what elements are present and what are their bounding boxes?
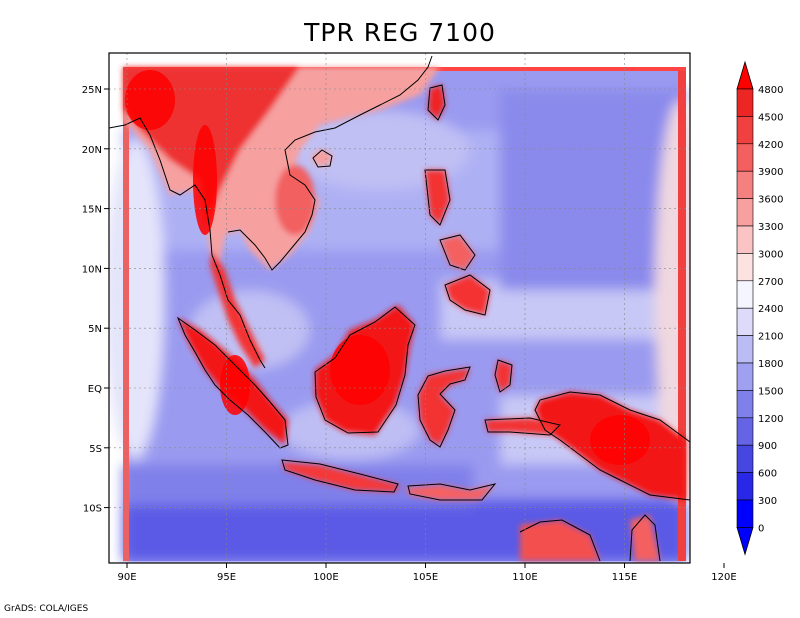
lat-tick-label: 10S [83, 504, 102, 515]
lon-tick-label: 95E [217, 572, 236, 583]
colorbar-swatch [736, 390, 754, 419]
colorbar-swatch [736, 116, 754, 145]
colorbar: 4800450042003900360033003000270024002100… [736, 60, 783, 556]
lat-tick-label: EQ [88, 384, 102, 395]
colorbar-swatch [736, 335, 754, 364]
colorbar-label: 600 [758, 469, 777, 480]
lat-tick-label: 5S [89, 444, 102, 455]
colorbar-swatch [736, 362, 754, 391]
colorbar-label: 1800 [758, 359, 783, 370]
colorbar-swatch [736, 143, 754, 172]
colorbar-label: 4800 [758, 85, 783, 96]
lat-tick-label: 5N [88, 324, 102, 335]
colorbar-label: 3300 [758, 222, 783, 233]
colorbar-label: 4500 [758, 112, 783, 123]
lon-tick-label: 100E [313, 572, 338, 583]
colorbar-swatch [736, 499, 754, 528]
grid-lines [109, 53, 690, 563]
lon-tick-label: 115E [612, 572, 637, 583]
colorbar-swatch [736, 253, 754, 282]
colorbar-label: 0 [758, 523, 764, 534]
lat-tick-label: 15N [82, 205, 102, 216]
lat-tick-label: 20N [82, 145, 102, 156]
field-layer [109, 53, 690, 563]
lon-tick-label: 105E [413, 572, 438, 583]
colorbar-label: 900 [758, 441, 777, 452]
colorbar-label: 4200 [758, 140, 783, 151]
colorbar-swatch [736, 198, 754, 227]
colorbar-label: 3600 [758, 195, 783, 206]
lat-tick-label: 25N [82, 85, 102, 96]
colorbar-label: 2100 [758, 332, 783, 343]
colorbar-swatch [736, 472, 754, 501]
colorbar-swatch [736, 307, 754, 336]
grads-credit: GrADS: COLA/IGES [4, 604, 89, 614]
colorbar-label: 2700 [758, 277, 783, 288]
coastlines [109, 55, 690, 562]
colorbar-swatch [736, 280, 754, 309]
map-title: TPR REG 7100 [304, 18, 496, 47]
colorbar-label: 1200 [758, 414, 783, 425]
colorbar-label: 3000 [758, 249, 783, 260]
colorbar-label: 3900 [758, 167, 783, 178]
latitude-ticks: 25N 20N 15N 10N 5N EQ 5S 10S [82, 85, 109, 515]
colorbar-swatch [736, 444, 754, 473]
colorbar-swatch [736, 417, 754, 446]
lon-tick-label: 120E [711, 572, 736, 583]
colorbar-label: 2400 [758, 304, 783, 315]
map-frame [108, 52, 691, 564]
colorbar-swatch [736, 170, 754, 199]
longitude-ticks: 90E95E100E105E110E115E120E125E130E135E14… [117, 563, 737, 583]
lat-tick-label: 10N [82, 264, 102, 275]
colorbar-swatch [736, 225, 754, 254]
lon-tick-label: 110E [512, 572, 537, 583]
colorbar-bottom-arrow [736, 527, 754, 556]
colorbar-top-arrow [736, 60, 754, 90]
colorbar-label: 1500 [758, 386, 783, 397]
colorbar-label: 300 [758, 496, 777, 507]
colorbar-swatch [736, 88, 754, 117]
lon-tick-label: 90E [117, 572, 136, 583]
